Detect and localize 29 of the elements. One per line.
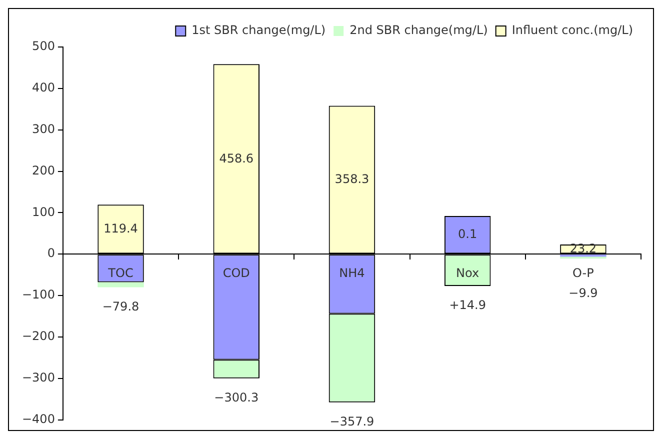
y-tick-label: −400 [22,412,55,426]
annotation: −9.9 [568,286,598,300]
y-tick-label: 200 [32,163,55,178]
y-tick-label: 300 [32,122,55,136]
y-tick-label: 500 [32,39,55,54]
y-tick-label: −300 [22,370,55,385]
legend-label: 1st SBR change(mg/L) [192,23,326,38]
y-tick-label: 100 [32,204,55,219]
bar [98,282,144,288]
annotation: −300.3 [214,390,259,405]
legend-label: Influent conc.(mg/L) [512,23,633,38]
data-label: 458.6 [219,151,254,166]
x-tick-label: O-P [572,266,594,280]
data-label: 358.3 [334,172,370,186]
y-tick-label: −100 [22,288,55,302]
text: 0.1 [458,227,478,242]
x-tick-label: Nox [456,266,480,280]
data-label: 119.4 [104,222,138,236]
annotation: −79.8 [102,299,140,314]
annotation: −357.9 [330,414,374,429]
data-label: 23.2 [570,241,597,256]
x-tick-label: TOC [107,266,134,280]
annotation: +14.9 [449,298,486,312]
y-tick-label: −200 [22,329,55,344]
x-tick-label: NH4 [339,266,365,280]
y-tick-label: 0 [47,246,55,260]
x-tick-label: COD [222,266,250,280]
legend-label: 2nd SBR change(mg/L) [350,23,488,38]
y-tick-label: 400 [32,80,55,95]
